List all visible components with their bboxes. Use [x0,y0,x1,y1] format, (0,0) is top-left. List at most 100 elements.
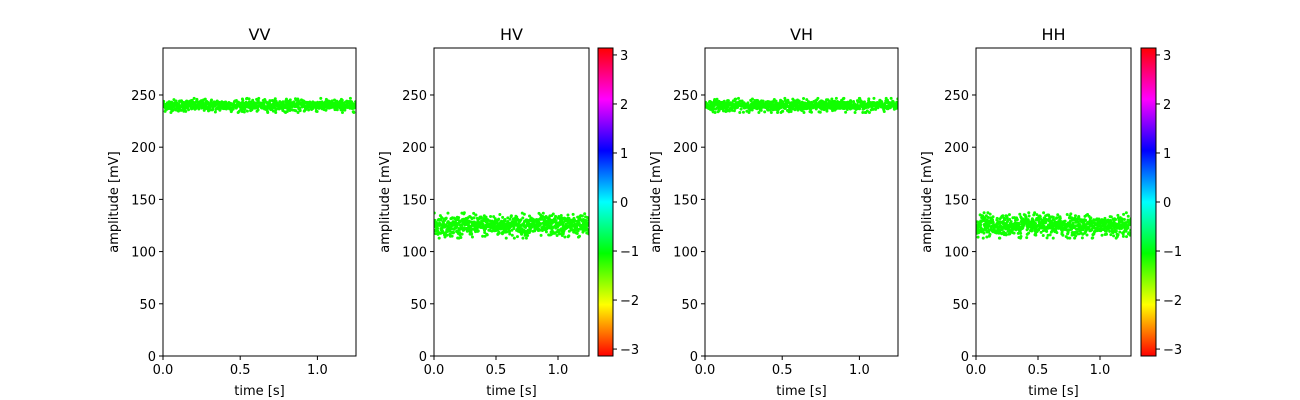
data-point [508,230,512,234]
data-point [1056,213,1060,217]
data-point [315,109,319,113]
colorbar-tick-label: 1 [620,147,628,162]
colorbar-tick-label: 3 [1163,49,1171,64]
data-point [1048,233,1052,237]
data-point [257,96,261,100]
data-point [523,233,527,237]
data-point [450,234,454,238]
data-point [1054,227,1058,231]
data-point [1116,213,1120,217]
data-point [1018,212,1022,216]
data-point [802,110,806,114]
colorbar: 3 2 1 0 −1 −2 −3 [1140,47,1182,358]
data-point [1112,234,1116,238]
data-point [247,97,251,101]
data-point [895,101,898,105]
x-tick-label: 1.0 [548,363,569,378]
data-point [476,229,480,233]
data-point [474,213,478,217]
data-point [210,98,214,102]
data-point [522,212,526,216]
data-point [288,98,292,102]
data-point [1042,211,1046,215]
data-point [243,107,247,111]
data-point [508,232,512,236]
y-tick-label: 150 [673,193,698,208]
data-point [271,109,275,113]
data-point [1045,229,1049,233]
y-tick-label: 200 [944,141,969,156]
x-tick-label: 0.5 [1028,363,1049,378]
data-point [750,108,754,112]
data-point [1034,233,1038,237]
data-point [1027,211,1031,215]
colorbar-tick-label: 2 [1163,98,1171,113]
data-point [481,222,485,226]
data-point [485,233,489,237]
colorbar-tick-label: −3 [1163,343,1182,358]
data-point [479,216,483,220]
data-point [1001,214,1005,218]
data-point [1063,219,1067,223]
axes-frame [433,47,590,357]
panel-vh: VH 0.0 0.5 1.0 0 50 100 150 200 250 time [s] amplit… [649,25,899,399]
data-point [575,231,579,235]
data-point [470,232,474,236]
data-point [824,100,828,104]
data-point [1122,212,1126,216]
data-point [889,96,893,100]
y-tick-label: 0 [148,350,156,365]
data-point [242,110,246,114]
y-tick-label: 200 [673,141,698,156]
data-point [981,236,985,240]
data-point [1039,230,1043,234]
data-point [865,109,869,113]
data-point [1085,233,1089,237]
data-point [842,96,846,100]
data-point [985,235,989,239]
data-point [797,99,801,103]
data-point [501,215,505,219]
data-point [541,228,545,232]
data-point [1103,216,1107,220]
data-point [580,214,584,218]
y-tick-label: 150 [402,193,427,208]
data-point [526,233,530,237]
data-point [988,212,992,216]
data-point [998,236,1002,240]
y-tick-label: 200 [131,141,156,156]
data-point [184,109,188,113]
data-point [739,107,743,111]
colorbar-tick-label: −2 [1163,294,1182,309]
data-point [274,108,278,112]
data-point [732,109,736,113]
data-point [982,231,986,235]
data-point [585,215,589,219]
y-tick-label: 100 [673,246,698,261]
data-point [296,110,300,114]
data-point [1018,229,1022,233]
data-point [497,217,501,221]
data-point [1033,211,1037,215]
data-point [458,231,462,235]
x-axis-label: time [s] [486,384,536,399]
data-point [439,218,443,222]
data-point [1048,216,1052,220]
data-point [340,110,344,114]
data-point [1126,226,1130,230]
y-tick-label: 50 [410,298,427,313]
data-point [1118,230,1122,234]
x-axis-label: time [s] [1028,384,1078,399]
data-point [192,96,196,100]
data-point [977,228,981,232]
x-tick-label: 0.0 [153,363,174,378]
data-point [1124,211,1128,215]
data-point [551,226,555,230]
y-tick-label: 250 [673,89,698,104]
data-point [197,107,201,111]
data-point [515,235,519,239]
data-point [991,215,995,219]
data-point [1005,215,1009,219]
data-point [816,96,820,100]
data-point [1033,222,1037,226]
